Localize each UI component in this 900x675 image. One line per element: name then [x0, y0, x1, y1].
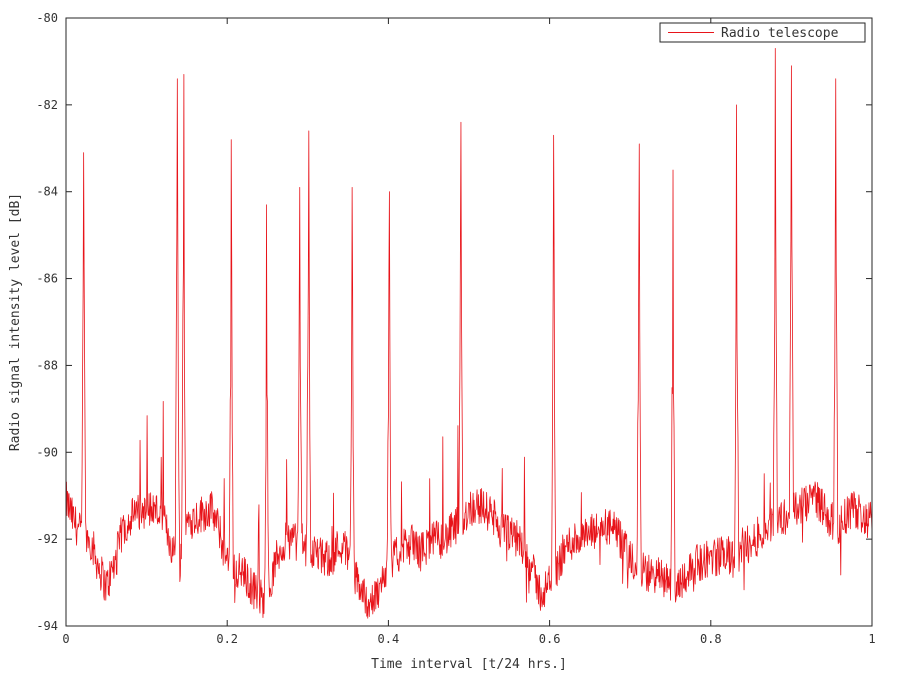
x-tick-label: 0 [62, 632, 69, 646]
y-tick-label: -86 [36, 272, 58, 286]
series-line-radio-telescope [65, 48, 873, 619]
y-tick-label: -88 [36, 358, 58, 372]
y-tick-label: -84 [36, 185, 58, 199]
legend: Radio telescope [659, 22, 866, 43]
x-tick-label: 1 [868, 632, 875, 646]
legend-label-radio-telescope: Radio telescope [721, 26, 839, 41]
y-axis-label: Radio signal intensity level [dB] [8, 193, 23, 451]
x-tick-label: 0.2 [216, 632, 238, 646]
x-axis: 0 0.2 0.4 0.6 0.8 1 [62, 18, 876, 646]
legend-box [659, 22, 866, 43]
x-tick-label: 0.8 [700, 632, 722, 646]
y-tick-label: -80 [36, 11, 58, 25]
y-tick-label: -92 [36, 532, 58, 546]
x-tick-label: 0.6 [539, 632, 561, 646]
y-tick-label: -94 [36, 619, 58, 633]
plot-area [65, 48, 873, 619]
y-axis: -94 -92 -90 -88 -86 -84 -82 -80 [36, 11, 872, 633]
y-tick-label: -82 [36, 98, 58, 112]
x-tick-label: 0.4 [378, 632, 400, 646]
plot-frame [65, 17, 873, 627]
y-tick-label: -90 [36, 445, 58, 459]
x-axis-label: Time interval [t/24 hrs.] [371, 657, 567, 672]
